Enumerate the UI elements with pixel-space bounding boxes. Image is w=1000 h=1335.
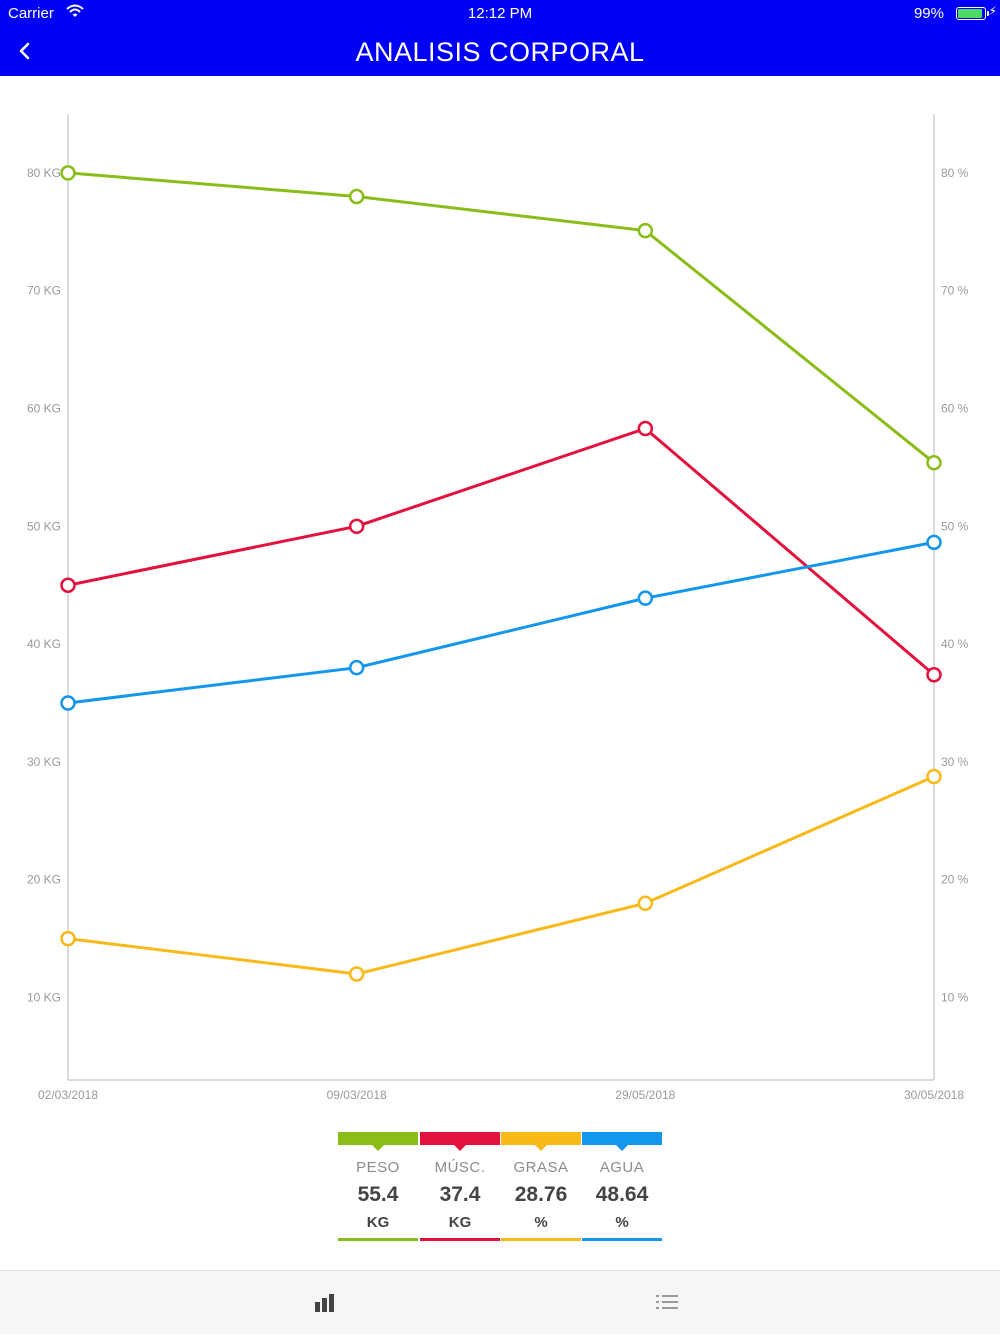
series-grasa (60, 768, 942, 982)
legend-item-grasa: GRASA 28.76 % (501, 1132, 581, 1244)
y-tick-label-right: 30 % (941, 755, 969, 769)
legend-notch (616, 1145, 628, 1151)
x-tick-label: 09/03/2018 (327, 1088, 387, 1102)
legend-name: PESO (356, 1159, 400, 1176)
nav-bar: ANALISIS CORPORAL (0, 28, 1000, 76)
legend-name: MÚSC. (434, 1159, 486, 1176)
data-point[interactable] (348, 188, 365, 205)
battery-percent: 99% (913, 5, 944, 22)
legend-item-agua: AGUA 48.64 % (582, 1132, 662, 1244)
data-point[interactable] (60, 695, 76, 711)
chart-ticks: 10 KG 10 % 20 KG 20 % 30 KG 30 % 40 KG 40 % 50 K… (27, 166, 969, 1102)
legend-value: 37.4 (439, 1183, 481, 1206)
legend-value: 48.64 (595, 1183, 649, 1206)
list-icon (656, 1295, 678, 1309)
y-tick-label-left: 60 KG (27, 402, 61, 416)
tab-list[interactable] (500, 1271, 1000, 1335)
legend-color-bar (501, 1132, 581, 1145)
wifi-icon (66, 4, 84, 22)
data-point[interactable] (348, 966, 365, 982)
line-chart: 10 KG 10 % 20 KG 20 % 30 KG 30 % 40 KG 40 % 50 K… (27, 114, 969, 1102)
legend-unit: KG (366, 1214, 390, 1231)
chevron-left-icon (19, 42, 30, 60)
battery-icon (956, 7, 989, 20)
legend-color-bar (582, 1132, 662, 1145)
legend-color-bar (420, 1132, 500, 1145)
series-agua (60, 534, 942, 711)
x-tick-label: 30/05/2018 (904, 1088, 964, 1102)
data-point[interactable] (637, 420, 654, 437)
data-point[interactable] (348, 659, 365, 676)
legend-notch (535, 1145, 547, 1151)
y-tick-label-left: 50 KG (27, 519, 61, 533)
legend-item-peso: PESO 55.4 KG (338, 1132, 418, 1244)
series-peso (60, 165, 942, 471)
series-line (67, 540, 935, 705)
legend-color-bar (338, 1132, 418, 1145)
clock-label: 12:12 PM (467, 5, 533, 22)
legend-value: 28.76 (514, 1183, 568, 1206)
series-músc (60, 420, 942, 683)
y-tick-label-left: 70 KG (27, 284, 61, 298)
data-point[interactable] (348, 518, 365, 535)
y-tick-label-left: 80 KG (27, 166, 61, 180)
y-tick-label-left: 20 KG (27, 873, 61, 887)
legend-underline (420, 1238, 500, 1241)
y-tick-label-left: 10 KG (27, 991, 61, 1005)
data-point[interactable] (926, 667, 942, 683)
status-bar: Carrier 12:12 PM 99% ⚡ (0, 0, 1000, 28)
series-line (67, 171, 935, 464)
legend-unit: % (534, 1214, 548, 1231)
legend-unit: % (615, 1214, 629, 1231)
legend-name: GRASA (513, 1159, 569, 1176)
data-point[interactable] (60, 930, 76, 947)
data-point[interactable] (637, 590, 654, 606)
tab-bar (0, 1270, 1000, 1334)
y-tick-label-left: 30 KG (27, 755, 61, 769)
back-button[interactable] (10, 34, 40, 70)
legend-name: AGUA (599, 1159, 645, 1176)
y-tick-label-right: 80 % (941, 166, 969, 180)
y-tick-label-left: 40 KG (27, 637, 61, 651)
series-line (67, 775, 935, 976)
tab-chart[interactable] (0, 1271, 500, 1335)
chart-axes (67, 114, 935, 1081)
y-tick-label-right: 20 % (941, 873, 969, 887)
charging-icon: ⚡ (988, 4, 997, 18)
data-point[interactable] (60, 165, 76, 181)
legend-item-musc: MÚSC. 37.4 KG (420, 1132, 500, 1244)
page-title: ANALISIS CORPORAL (355, 37, 645, 67)
series-line (67, 427, 935, 676)
y-tick-label-right: 70 % (941, 284, 969, 298)
legend-unit: KG (448, 1214, 472, 1231)
legend-underline (582, 1238, 662, 1241)
x-tick-label: 02/03/2018 (38, 1088, 98, 1102)
y-tick-label-right: 60 % (941, 402, 969, 416)
legend-notch (454, 1145, 466, 1151)
data-point[interactable] (60, 577, 76, 593)
data-point[interactable] (926, 768, 942, 785)
x-tick-label: 29/05/2018 (615, 1088, 675, 1102)
legend: PESO 55.4 KG MÚSC. 37.4 KG GRASA 28.76 %… (338, 1132, 662, 1244)
bar-chart-icon (315, 1294, 334, 1312)
legend-underline (501, 1238, 581, 1241)
data-point[interactable] (637, 895, 654, 912)
legend-value: 55.4 (357, 1183, 399, 1206)
legend-notch (372, 1145, 384, 1151)
data-point[interactable] (637, 222, 654, 239)
legend-underline (338, 1238, 418, 1241)
y-tick-label-right: 40 % (941, 637, 969, 651)
data-point[interactable] (926, 454, 942, 471)
chart-series (60, 165, 942, 982)
data-point[interactable] (926, 534, 942, 551)
carrier-label: Carrier (8, 5, 54, 22)
y-tick-label-right: 50 % (941, 519, 969, 533)
y-tick-label-right: 10 % (941, 991, 969, 1005)
